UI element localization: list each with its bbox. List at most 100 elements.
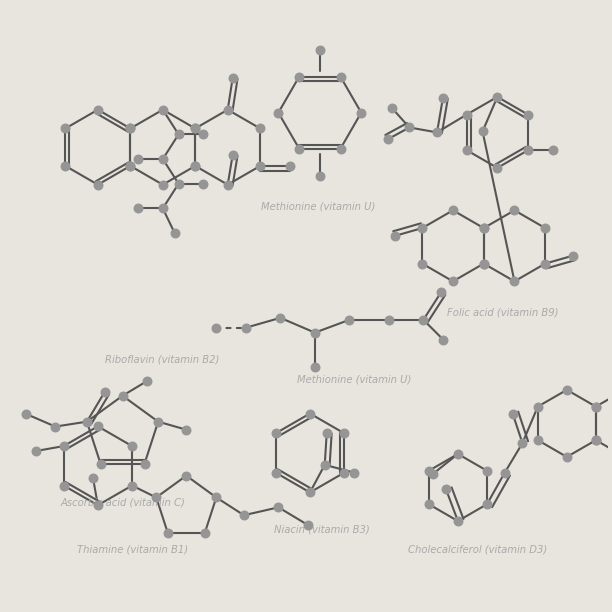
Point (174, 130, 184, 140)
Point (482, 466, 492, 476)
Point (31, 446, 41, 456)
Point (356, 108, 366, 118)
Text: Ascorbic acid (vitamin C): Ascorbic acid (vitamin C) (60, 498, 185, 507)
Point (540, 259, 550, 269)
Point (500, 468, 510, 477)
Point (453, 516, 463, 526)
Point (151, 493, 161, 502)
Point (163, 528, 173, 538)
Point (294, 144, 304, 154)
Point (322, 428, 332, 438)
Point (223, 105, 233, 114)
Point (228, 150, 237, 160)
Point (335, 72, 345, 81)
Point (127, 480, 137, 490)
Point (387, 103, 397, 113)
Point (125, 124, 135, 133)
Point (59, 480, 69, 490)
Point (438, 93, 448, 103)
Point (181, 425, 191, 435)
Point (93, 105, 103, 114)
Point (548, 145, 558, 155)
Point (562, 385, 572, 395)
Point (432, 127, 442, 137)
Point (305, 488, 315, 498)
Point (482, 499, 492, 509)
Point (190, 124, 200, 133)
Point (510, 277, 520, 286)
Point (21, 409, 31, 419)
Point (339, 428, 349, 438)
Point (95, 458, 105, 468)
Point (518, 438, 528, 448)
Point (417, 259, 427, 269)
Point (271, 428, 281, 438)
Point (508, 409, 518, 419)
Point (533, 435, 543, 445)
Point (441, 485, 451, 494)
Point (285, 161, 294, 171)
Point (382, 135, 392, 144)
Point (438, 335, 448, 345)
Point (93, 422, 103, 431)
Text: Thiamine (vitamin B1): Thiamine (vitamin B1) (77, 545, 188, 554)
Point (158, 154, 168, 164)
Point (241, 323, 251, 332)
Point (424, 466, 434, 476)
Point (320, 460, 330, 469)
Point (349, 468, 359, 477)
Point (153, 417, 163, 427)
Point (568, 251, 578, 261)
Point (591, 401, 601, 411)
Point (50, 422, 60, 431)
Point (303, 520, 313, 530)
Point (510, 206, 520, 215)
Point (417, 223, 427, 233)
Point (158, 105, 168, 114)
Point (82, 417, 92, 427)
Point (59, 441, 69, 451)
Point (523, 110, 533, 119)
Point (133, 154, 143, 164)
Point (405, 122, 414, 132)
Point (591, 401, 601, 411)
Point (118, 391, 127, 401)
Text: Riboflavin (vitamin B2): Riboflavin (vitamin B2) (105, 354, 219, 364)
Point (428, 469, 438, 479)
Point (294, 72, 304, 81)
Point (339, 468, 349, 477)
Point (190, 124, 200, 133)
Point (133, 203, 143, 213)
Point (100, 387, 110, 397)
Point (211, 323, 221, 332)
Text: Folic acid (vitamin B9): Folic acid (vitamin B9) (447, 308, 558, 318)
Point (479, 259, 488, 269)
Point (181, 471, 191, 480)
Point (479, 223, 488, 233)
Text: Methionine (vitamin U): Methionine (vitamin U) (297, 374, 411, 384)
Point (453, 449, 463, 459)
Point (228, 73, 237, 83)
Point (271, 468, 281, 477)
Point (170, 228, 179, 238)
Point (436, 287, 446, 297)
Point (479, 223, 488, 233)
Point (125, 161, 135, 171)
Point (223, 180, 233, 190)
Point (140, 458, 149, 468)
Point (335, 144, 345, 154)
Point (419, 315, 428, 325)
Point (562, 452, 572, 462)
Point (493, 163, 502, 173)
Point (158, 180, 168, 190)
Point (61, 161, 70, 171)
Point (127, 441, 137, 451)
Point (540, 223, 550, 233)
Point (461, 145, 471, 155)
Text: Cholecalciferol (vitamin D3): Cholecalciferol (vitamin D3) (408, 545, 547, 554)
Point (461, 110, 471, 119)
Point (125, 161, 135, 171)
Point (274, 502, 283, 512)
Point (198, 130, 208, 140)
Point (88, 472, 98, 482)
